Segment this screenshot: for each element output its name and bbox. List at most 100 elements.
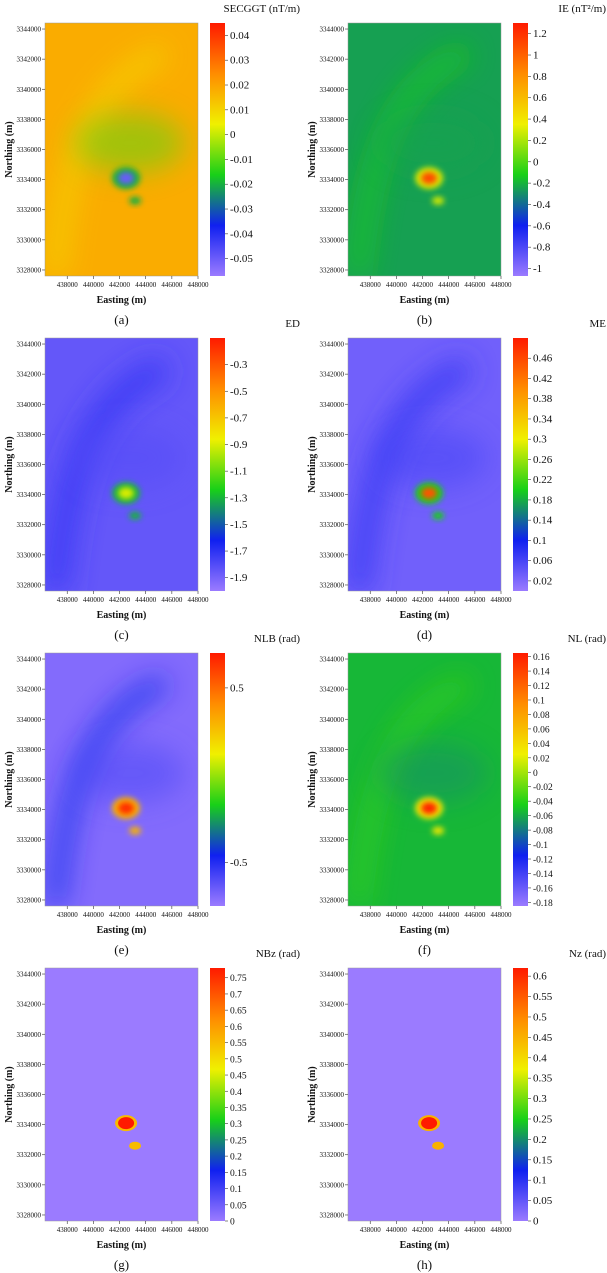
- x-tick-label: 446000: [161, 596, 183, 604]
- x-axis-label: Easting (m): [97, 1240, 147, 1251]
- y-tick-label: 3344000: [320, 26, 345, 34]
- colorbar-tick-label: -0.2: [533, 178, 550, 190]
- colorbar-tick-label: 0.26: [533, 454, 553, 466]
- x-tick-label: 444000: [438, 911, 460, 919]
- y-tick-label: 3330000: [17, 551, 42, 559]
- x-tick-label: 440000: [83, 596, 105, 604]
- y-tick-label: 3338000: [17, 746, 42, 754]
- colorbar-tick-label: 0.3: [533, 434, 547, 446]
- colorbar-tick-label: 0.46: [533, 353, 553, 365]
- x-tick-label: 448000: [188, 281, 210, 289]
- heatmap: [45, 338, 198, 591]
- y-tick-label: 3334000: [320, 1121, 345, 1129]
- colorbar: [210, 23, 225, 276]
- colorbar-tick-label: -0.4: [533, 199, 551, 211]
- x-tick-label: 446000: [464, 1226, 486, 1234]
- x-tick-label: 442000: [109, 911, 131, 919]
- y-tick-label: 3330000: [320, 236, 345, 244]
- x-axis-label: Easting (m): [400, 295, 450, 306]
- colorbar-title: ME: [590, 318, 607, 330]
- y-tick-label: 3342000: [17, 56, 42, 64]
- x-tick-label: 438000: [360, 281, 382, 289]
- colorbar-title: NL (rad): [568, 633, 607, 645]
- y-tick-label: 3338000: [320, 431, 345, 439]
- panel-e: 3344000 3342000 3340000 3338000 3336000 33340…: [4, 633, 300, 957]
- x-tick-label: 446000: [464, 281, 486, 289]
- colorbar-tick-label: 0.01: [230, 104, 249, 116]
- y-tick-label: 3328000: [17, 581, 42, 589]
- x-tick-label: 444000: [135, 1226, 157, 1234]
- x-tick-label: 442000: [412, 596, 434, 604]
- panel-a: 3344000 3342000 3340000 3338000 3336000 33340…: [4, 3, 300, 327]
- x-tick-label: 442000: [412, 281, 434, 289]
- colorbar-tick-label: 0.02: [230, 80, 249, 92]
- panel-f: 3344000 3342000 3340000 3338000 3336000 33340…: [307, 633, 606, 957]
- x-tick-label: 438000: [57, 911, 79, 919]
- secondary-anomaly: [432, 196, 445, 205]
- x-tick-label: 444000: [438, 1226, 460, 1234]
- colorbar-tick-label: -0.14: [533, 870, 553, 880]
- colorbar-tick-label: -0.3: [230, 359, 248, 371]
- x-tick-label: 444000: [438, 596, 460, 604]
- colorbar-tick-label: 0.2: [533, 135, 547, 147]
- colorbar-tick-label: -0.5: [230, 386, 248, 398]
- panel-b: 3344000 3342000 3340000 3338000 3336000 33340…: [307, 3, 606, 327]
- colorbar-tick-label: -0.6: [533, 220, 551, 232]
- colorbar-tick-label: 0.6: [230, 1023, 242, 1033]
- colorbar-tick-label: 0: [533, 156, 539, 168]
- x-tick-label: 440000: [83, 911, 105, 919]
- secondary-anomaly: [432, 511, 445, 520]
- y-tick-label: 3330000: [17, 1181, 42, 1189]
- colorbar-tick-label: 0.5: [230, 682, 244, 694]
- colorbar-tick-label: -1.5: [230, 519, 248, 531]
- regional-low: [75, 743, 185, 803]
- colorbar-tick-label: 0.35: [230, 1104, 247, 1114]
- colorbar-tick-label: 0.55: [533, 991, 553, 1003]
- colorbar-tick-label: -0.04: [230, 228, 253, 240]
- y-tick-label: 3328000: [320, 266, 345, 274]
- y-tick-label: 3340000: [320, 1031, 345, 1039]
- x-tick-label: 438000: [57, 281, 79, 289]
- y-tick-label: 3334000: [17, 176, 42, 184]
- colorbar-tick-label: -0.1: [533, 841, 548, 851]
- x-tick-label: 446000: [161, 911, 183, 919]
- y-tick-label: 3340000: [17, 1031, 42, 1039]
- anomaly-core: [118, 802, 135, 815]
- panel-d: 3344000 3342000 3340000 3338000 3336000 33340…: [307, 318, 606, 642]
- colorbar-tick-label: 0.16: [533, 653, 550, 663]
- colorbar-tick-label: 0.6: [533, 971, 547, 983]
- panel-g: 3344000 3342000 3340000 3338000 3336000 33340…: [4, 948, 300, 1272]
- colorbar-tick-label: 0.4: [230, 1088, 242, 1098]
- colorbar-tick-label: 0.35: [533, 1073, 553, 1085]
- panel-caption: (g): [114, 1257, 129, 1272]
- y-tick-label: 3332000: [17, 836, 42, 844]
- colorbar-tick-label: 0.2: [533, 1134, 547, 1146]
- anomaly-core: [421, 1117, 438, 1130]
- colorbar-tick-label: -0.12: [533, 856, 553, 866]
- colorbar-tick-label: -0.7: [230, 412, 248, 424]
- colorbar-tick-label: -0.04: [533, 798, 553, 808]
- y-tick-label: 3336000: [17, 146, 42, 154]
- x-axis-label: Easting (m): [97, 925, 147, 936]
- colorbar-tick-label: -0.8: [533, 242, 551, 254]
- x-tick-label: 444000: [135, 596, 157, 604]
- colorbar-tick-label: 0.08: [533, 711, 550, 721]
- y-tick-label: 3342000: [320, 1001, 345, 1009]
- y-tick-label: 3332000: [17, 206, 42, 214]
- colorbar-tick-label: -0.5: [230, 857, 248, 869]
- colorbar-tick-label: 0.02: [533, 575, 552, 587]
- anomaly-core: [118, 172, 135, 185]
- colorbar-tick-label: 0.5: [533, 1011, 547, 1023]
- x-tick-label: 446000: [161, 281, 183, 289]
- colorbar-tick-label: 0.15: [230, 1169, 247, 1179]
- colorbar-tick-label: 0.18: [533, 494, 553, 506]
- y-tick-label: 3330000: [17, 236, 42, 244]
- y-axis-label: Northing (m): [4, 751, 15, 807]
- x-tick-label: 438000: [57, 1226, 79, 1234]
- y-axis-label: Northing (m): [4, 436, 15, 492]
- colorbar-tick-label: 0.1: [533, 535, 547, 547]
- colorbar-tick-label: 0.12: [533, 682, 550, 692]
- colorbar-tick-label: -0.9: [230, 439, 248, 451]
- y-tick-label: 3340000: [17, 86, 42, 94]
